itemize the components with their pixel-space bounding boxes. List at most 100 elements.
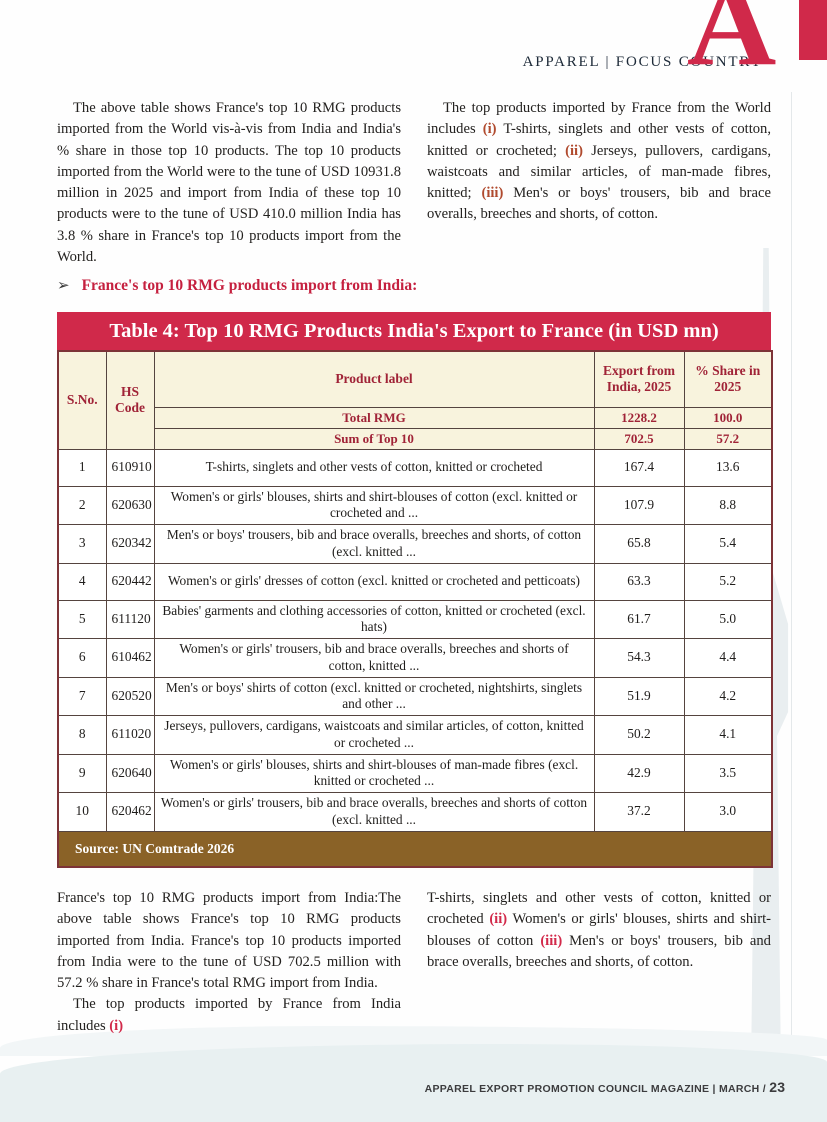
share-value-cell: 13.6 — [683, 448, 773, 487]
intro-left-paragraph: The above table shows France's top 10 RM… — [57, 100, 401, 266]
outro-left-paragraph-2: The top products imported by France from… — [57, 994, 401, 1037]
list-marker: (i) — [109, 1017, 124, 1034]
summary-row-total-rmg: Total RMG 1228.2 100.0 — [58, 406, 773, 429]
hs-code-cell: 610462 — [105, 638, 155, 678]
hs-code-cell: 610910 — [105, 448, 155, 487]
share-value-cell: 4.2 — [683, 676, 773, 716]
table-row: 5 611120 Babies' garments and clothing acc… — [57, 599, 773, 639]
product-label-cell: Jerseys, pullovers, cardigans, waistcoat… — [153, 715, 595, 755]
sno-cell: 3 — [57, 524, 107, 564]
paragraph-text: T-shirts, singlets and other vests of co… — [427, 121, 771, 159]
table-row: 1 610910 T-shirts, singlets and other vest… — [57, 448, 773, 487]
summary-share-value: 100.0 — [683, 406, 773, 429]
outro-right-column: T-shirts, singlets and other vests of co… — [427, 888, 771, 1037]
hs-code-cell: 611020 — [105, 715, 155, 755]
page-footer: APPAREL EXPORT PROMOTION COUNCIL MAGAZIN… — [400, 1079, 810, 1095]
export-value-cell: 65.8 — [593, 524, 685, 564]
hs-code-cell: 620342 — [105, 524, 155, 564]
product-label-cell: Women's or girls' blouses, shirts and sh… — [153, 753, 595, 793]
export-value-cell: 50.2 — [593, 715, 685, 755]
product-label-cell: T-shirts, singlets and other vests of co… — [153, 448, 595, 487]
table-row: 7 620520 Men's or boys' shirts of cotton (… — [57, 676, 773, 716]
share-value-cell: 8.8 — [683, 485, 773, 525]
hs-code-cell: 620630 — [105, 485, 155, 525]
outro-right-paragraph: T-shirts, singlets and other vests of co… — [427, 888, 771, 973]
sno-cell: 10 — [57, 792, 107, 832]
share-value-cell: 3.5 — [683, 753, 773, 793]
sno-cell: 1 — [57, 448, 107, 487]
share-value-cell: 5.0 — [683, 599, 773, 639]
summary-export-value: 702.5 — [593, 427, 685, 450]
share-value-cell: 4.1 — [683, 715, 773, 755]
export-value-cell: 42.9 — [593, 753, 685, 793]
sno-cell: 9 — [57, 753, 107, 793]
magazine-logo: A — [687, 0, 827, 80]
table-row: 10 620462 Women's or girls' trousers, bib … — [57, 792, 773, 832]
col-header-share: % Share in 2025 — [683, 350, 773, 408]
sno-cell: 5 — [57, 599, 107, 639]
intro-right-column: The top products imported by France from… — [427, 98, 771, 268]
hs-code-cell: 611120 — [105, 599, 155, 639]
product-label-cell: Women's or girls' dresses of cotton (exc… — [153, 562, 595, 601]
margin-rule — [791, 92, 792, 1042]
header-row: S.No. HS Code Product label Export from … — [57, 350, 773, 450]
list-marker: (ii) — [489, 911, 508, 928]
export-value-cell: 51.9 — [593, 676, 685, 716]
summary-label: Total RMG — [153, 406, 595, 429]
magazine-section-label: APPAREL | FOCUS COUNTRY — [522, 54, 763, 70]
list-marker: (ii) — [565, 142, 583, 159]
list-marker: (iii) — [481, 185, 504, 202]
share-value-cell: 4.4 — [683, 638, 773, 678]
summary-label: Sum of Top 10 — [153, 427, 595, 450]
table4: S.No. HS Code Product label Export from … — [57, 350, 773, 868]
list-marker: (i) — [482, 121, 497, 138]
share-value-cell: 5.2 — [683, 562, 773, 601]
paragraph-text: Men's or boys' trousers, bib and brace o… — [427, 932, 771, 970]
table4-container: Table 4: Top 10 RMG Products India's Exp… — [57, 312, 773, 868]
logo-red-bar — [799, 0, 827, 60]
hs-code-cell: 620462 — [105, 792, 155, 832]
export-value-cell: 107.9 — [593, 485, 685, 525]
export-value-cell: 54.3 — [593, 638, 685, 678]
arrow-bullet-icon: ➢ — [57, 278, 70, 294]
share-value-cell: 5.4 — [683, 524, 773, 564]
summary-export-value: 1228.2 — [593, 406, 685, 429]
intro-columns: The above table shows France's top 10 RM… — [57, 98, 771, 268]
product-label-cell: Men's or boys' shirts of cotton (excl. k… — [153, 676, 595, 716]
logo-a-letter: A — [687, 0, 777, 80]
footer-text: APPAREL EXPORT PROMOTION COUNCIL MAGAZIN… — [424, 1083, 770, 1095]
product-label-cell: Women's or girls' trousers, bib and brac… — [153, 638, 595, 678]
export-value-cell: 37.2 — [593, 792, 685, 832]
table-row: 6 610462 Women's or girls' trousers, bib a… — [57, 638, 773, 678]
col-header-hs-code: HS Code — [105, 350, 155, 450]
table-row: 4 620442 Women's or girls' dresses of cott… — [57, 562, 773, 601]
export-value-cell: 61.7 — [593, 599, 685, 639]
col-header-export: Export from India, 2025 — [593, 350, 685, 408]
product-label-cell: Women's or girls' trousers, bib and brac… — [153, 792, 595, 832]
sno-cell: 2 — [57, 485, 107, 525]
hs-code-cell: 620640 — [105, 753, 155, 793]
product-label-cell: Women's or girls' blouses, shirts and sh… — [153, 485, 595, 525]
paragraph-text: Jerseys, pullovers, cardigans, waistcoat… — [427, 142, 771, 202]
source-bar: Source: UN Comtrade 2026 — [57, 830, 773, 867]
hs-code-cell: 620520 — [105, 676, 155, 716]
table-row: 3 620342 Men's or boys' trousers, bib and … — [57, 524, 773, 564]
paragraph-text: Men's or boys' trousers, bib and brace o… — [427, 185, 771, 223]
share-value-cell: 3.0 — [683, 792, 773, 832]
table-row: 8 611020 Jerseys, pullovers, cardigans, wa… — [57, 715, 773, 755]
sno-cell: 4 — [57, 562, 107, 601]
col-header-sno: S.No. — [57, 350, 107, 450]
section-heading-text: France's top 10 RMG products import from… — [81, 277, 418, 294]
intro-right-paragraph: The top products imported by France from… — [427, 98, 771, 226]
export-value-cell: 167.4 — [593, 448, 685, 487]
export-value-cell: 63.3 — [593, 562, 685, 601]
product-label-cell: Men's or boys' trousers, bib and brace o… — [153, 524, 595, 564]
sno-cell: 7 — [57, 676, 107, 716]
sno-cell: 8 — [57, 715, 107, 755]
summary-row-sum-top10: Sum of Top 10 702.5 57.2 — [58, 427, 773, 450]
table-row: 2 620630 Women's or girls' blouses, shirts… — [57, 485, 773, 525]
bottom-band-watermark — [0, 1044, 827, 1122]
sno-cell: 6 — [57, 638, 107, 678]
paragraph-text: The top products imported by France from… — [427, 100, 771, 138]
col-header-product-label: Product label — [153, 350, 595, 408]
